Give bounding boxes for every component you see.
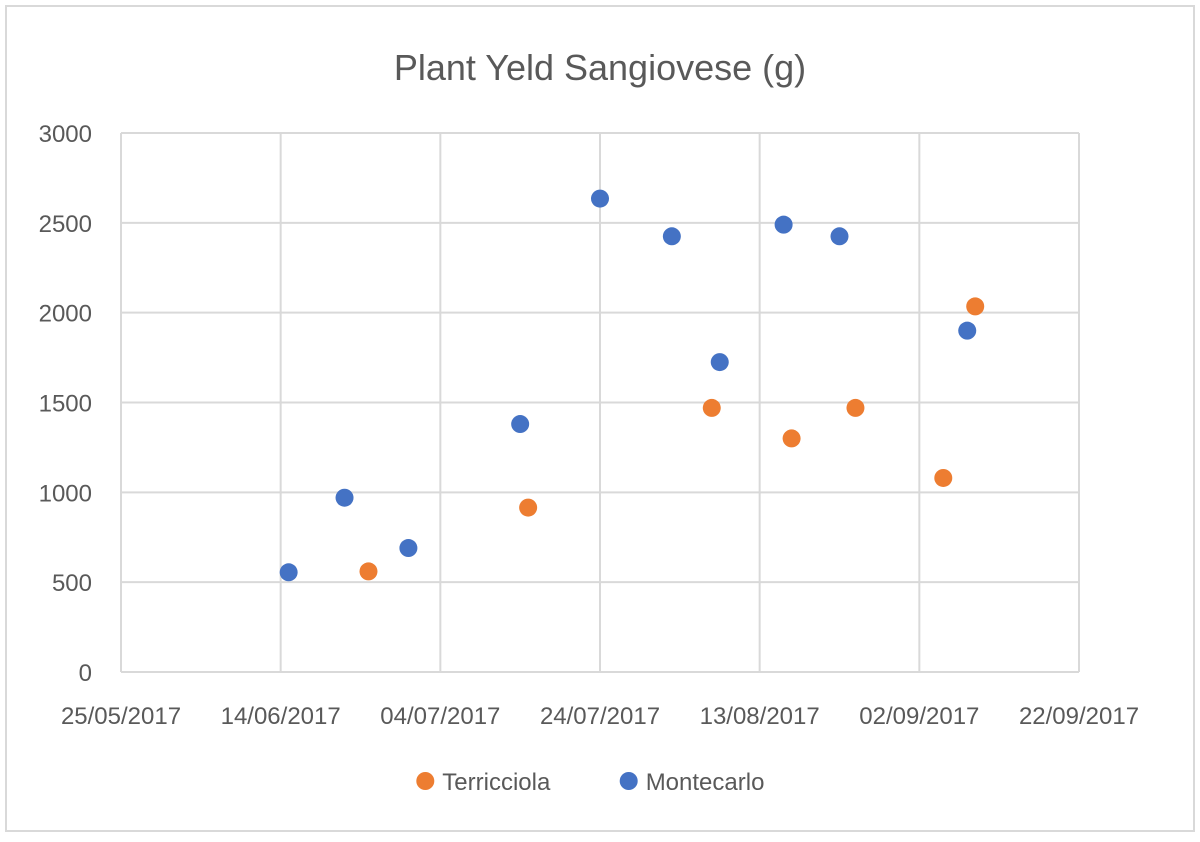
y-tick-label: 3000 (39, 121, 92, 148)
y-tick-label: 1500 (39, 391, 92, 418)
legend: Terricciola Montecarlo (416, 769, 764, 796)
y-tick-label: 2500 (39, 211, 92, 238)
data-point-terricciola (702, 398, 721, 417)
data-point-montecarlo (774, 215, 793, 234)
data-point-montecarlo (662, 227, 681, 246)
x-tick-label: 02/09/2017 (859, 703, 979, 730)
y-tick-label: 2000 (39, 301, 92, 328)
data-point-montecarlo (591, 189, 609, 208)
data-point-montecarlo (830, 227, 849, 246)
legend-label-terricciola: Terricciola (442, 769, 551, 796)
data-point-montecarlo (335, 488, 354, 507)
x-tick-label: 25/05/2017 (61, 703, 181, 730)
y-axis-ticks: 0 500 1000 1500 2000 2500 3000 (39, 121, 92, 687)
data-point-terricciola (359, 562, 378, 581)
y-tick-label: 500 (52, 570, 92, 597)
data-point-terricciola (934, 468, 953, 487)
data-point-montecarlo (399, 539, 418, 558)
data-point-montecarlo (511, 415, 530, 434)
x-tick-label: 13/08/2017 (700, 703, 820, 730)
data-point-terricciola (519, 498, 538, 517)
x-tick-label: 24/07/2017 (540, 703, 660, 730)
y-tick-label: 1000 (39, 480, 92, 507)
x-tick-label: 04/07/2017 (380, 703, 500, 730)
legend-label-montecarlo: Montecarlo (646, 769, 765, 796)
legend-marker-terricciola (416, 772, 435, 790)
data-point-terricciola (846, 398, 865, 417)
chart-title: Plant Yeld Sangiovese (g) (394, 47, 806, 88)
gridlines (120, 132, 1080, 673)
data-point-montecarlo (710, 353, 729, 372)
data-points (279, 189, 985, 582)
data-point-montecarlo (279, 563, 298, 582)
y-tick-label: 0 (79, 660, 92, 687)
data-point-montecarlo (958, 321, 977, 340)
legend-marker-montecarlo (619, 772, 638, 790)
x-tick-label: 22/09/2017 (1019, 703, 1139, 730)
data-point-terricciola (966, 297, 985, 316)
x-axis-ticks: 25/05/2017 14/06/2017 04/07/2017 24/07/2017… (61, 703, 1139, 730)
data-point-terricciola (782, 429, 801, 448)
x-tick-label: 14/06/2017 (221, 703, 341, 730)
